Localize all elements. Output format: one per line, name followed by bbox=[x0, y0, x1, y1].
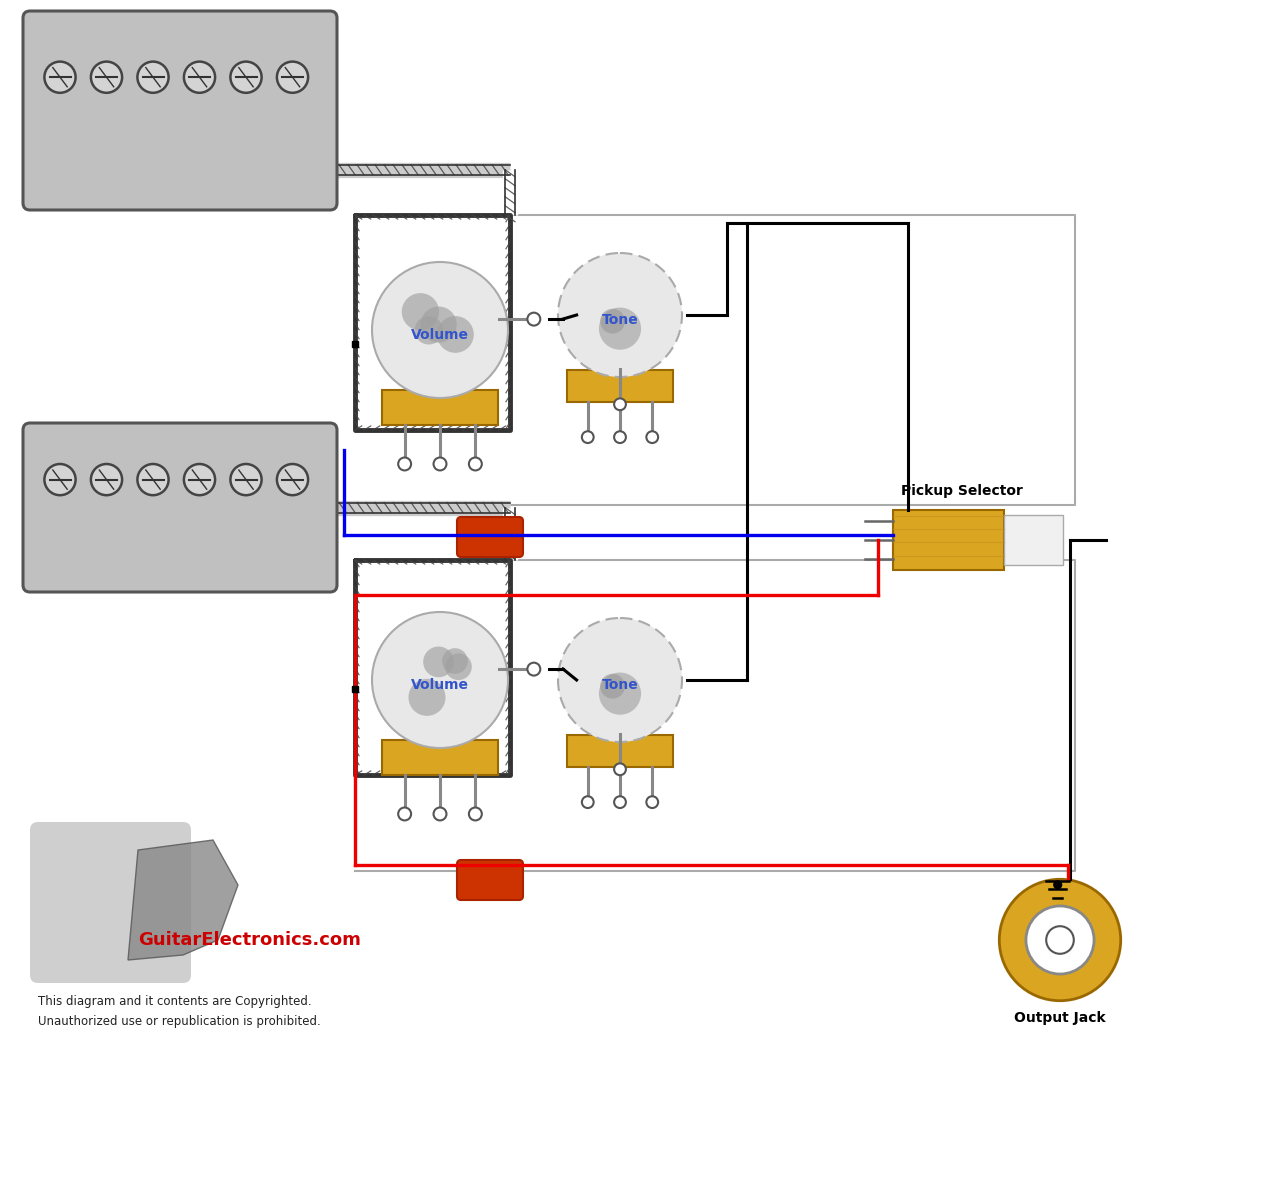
Text: GuitarElectronics.com: GuitarElectronics.com bbox=[138, 931, 361, 949]
FancyBboxPatch shape bbox=[457, 859, 524, 900]
Circle shape bbox=[442, 648, 467, 674]
FancyBboxPatch shape bbox=[23, 423, 337, 592]
Circle shape bbox=[276, 61, 308, 93]
Circle shape bbox=[614, 796, 626, 808]
Polygon shape bbox=[128, 839, 238, 960]
Text: This diagram and it contents are Copyrighted.: This diagram and it contents are Copyrig… bbox=[38, 995, 311, 1008]
Circle shape bbox=[184, 61, 215, 93]
Circle shape bbox=[408, 679, 445, 716]
Text: Volume: Volume bbox=[411, 329, 468, 342]
Bar bbox=[567, 369, 673, 402]
Circle shape bbox=[646, 796, 658, 808]
Circle shape bbox=[599, 308, 641, 350]
Circle shape bbox=[527, 312, 540, 325]
Circle shape bbox=[398, 457, 411, 470]
Bar bbox=[355, 215, 509, 430]
FancyBboxPatch shape bbox=[23, 11, 337, 210]
Circle shape bbox=[91, 61, 122, 93]
Text: Unauthorized use or republication is prohibited.: Unauthorized use or republication is pro… bbox=[38, 1015, 321, 1028]
Circle shape bbox=[436, 316, 474, 353]
Circle shape bbox=[600, 674, 625, 699]
Circle shape bbox=[614, 399, 626, 410]
Circle shape bbox=[1027, 905, 1094, 974]
Circle shape bbox=[137, 61, 169, 93]
Circle shape bbox=[582, 432, 594, 443]
Circle shape bbox=[558, 618, 682, 742]
Circle shape bbox=[614, 763, 626, 775]
Text: Pickup Selector: Pickup Selector bbox=[901, 485, 1023, 498]
Circle shape bbox=[45, 465, 76, 495]
FancyBboxPatch shape bbox=[29, 822, 191, 983]
Text: Tone: Tone bbox=[602, 312, 639, 327]
Circle shape bbox=[230, 61, 261, 93]
Text: Volume: Volume bbox=[411, 678, 468, 692]
Bar bbox=[1004, 515, 1062, 565]
Bar bbox=[355, 560, 509, 775]
Circle shape bbox=[599, 672, 641, 714]
Circle shape bbox=[402, 294, 439, 330]
Text: Tone: Tone bbox=[602, 678, 639, 692]
Circle shape bbox=[558, 253, 682, 377]
FancyBboxPatch shape bbox=[457, 518, 524, 556]
Text: Output Jack: Output Jack bbox=[1014, 1012, 1106, 1026]
Circle shape bbox=[600, 309, 625, 334]
Circle shape bbox=[372, 612, 508, 747]
Circle shape bbox=[434, 457, 447, 470]
Circle shape bbox=[1000, 880, 1121, 1001]
Bar bbox=[892, 511, 1004, 569]
Circle shape bbox=[421, 307, 457, 343]
Circle shape bbox=[372, 262, 508, 399]
Circle shape bbox=[468, 808, 481, 821]
Circle shape bbox=[91, 465, 122, 495]
Circle shape bbox=[1046, 927, 1074, 954]
Circle shape bbox=[276, 465, 308, 495]
Circle shape bbox=[614, 432, 626, 443]
Circle shape bbox=[424, 646, 454, 677]
Bar bbox=[381, 390, 498, 426]
Circle shape bbox=[646, 432, 658, 443]
Circle shape bbox=[582, 796, 594, 808]
Circle shape bbox=[398, 808, 411, 821]
Circle shape bbox=[415, 316, 443, 344]
Circle shape bbox=[1053, 881, 1062, 889]
Circle shape bbox=[230, 465, 261, 495]
Circle shape bbox=[434, 808, 447, 821]
Circle shape bbox=[137, 465, 169, 495]
Circle shape bbox=[468, 457, 481, 470]
Bar bbox=[567, 735, 673, 766]
Circle shape bbox=[527, 663, 540, 676]
Circle shape bbox=[45, 61, 76, 93]
Circle shape bbox=[445, 653, 472, 680]
Circle shape bbox=[184, 465, 215, 495]
Bar bbox=[381, 740, 498, 776]
